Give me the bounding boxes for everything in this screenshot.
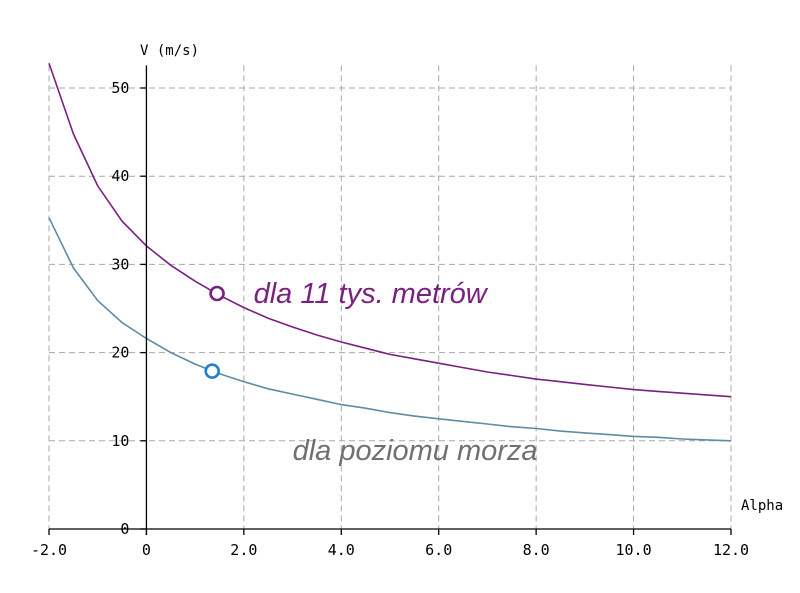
y-tick-label: 50 [111,79,129,97]
x-tick-label: 12.0 [713,541,749,559]
x-tick-label: 0 [142,541,151,559]
x-axis-title: Alpha [741,498,783,514]
x-tick-label: 8.0 [523,541,550,559]
axes [48,65,732,535]
data-marker [204,363,220,379]
series-layer [48,63,732,442]
x-tick-label: -2.0 [31,541,67,559]
y-tick-label: 0 [120,520,129,538]
y-tick-label: 40 [111,167,129,185]
annotation-label: dla 11 tys. metrów [254,278,489,310]
y-tick-label: 10 [111,432,129,450]
y-tick-label: 20 [111,344,129,362]
x-tick-label: 2.0 [230,541,257,559]
grid [48,65,732,529]
series-line [48,217,732,442]
x-tick-label: 10.0 [616,541,652,559]
annotation-label: dla poziomu morza [293,435,538,467]
x-tick-label: 6.0 [425,541,452,559]
x-tick-label: 4.0 [328,541,355,559]
labels: -2.0 0 2.0 4.0 6.0 8.0 10.0 12.0 0 10 20 30 40 50 V (m… [31,43,783,559]
y-tick-label: 30 [111,255,129,273]
data-marker [209,285,225,302]
series-line [48,63,732,398]
y-axis-title: V (m/s) [140,43,199,59]
markers [204,285,225,379]
